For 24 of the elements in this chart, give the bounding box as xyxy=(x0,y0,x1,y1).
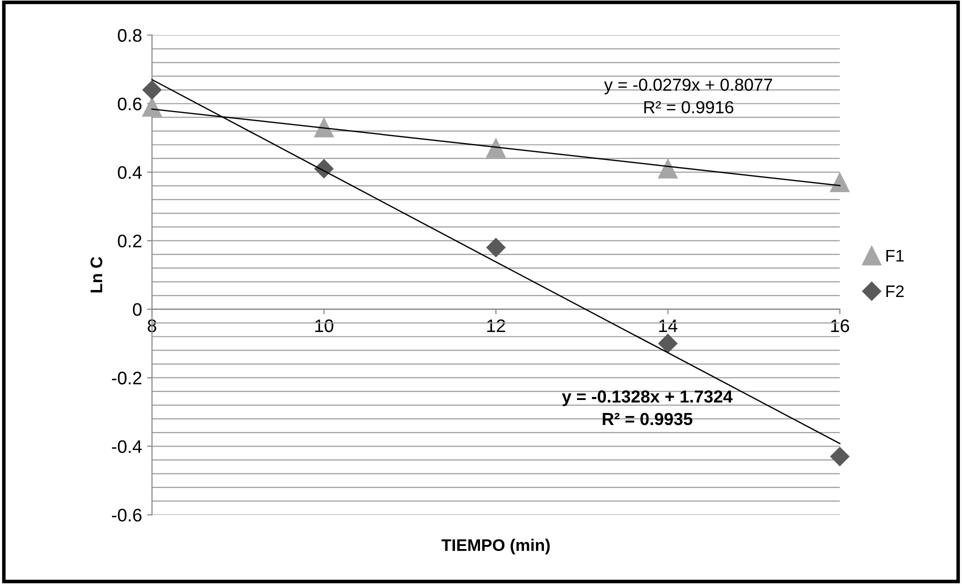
point xyxy=(486,238,506,258)
annotation: y = -0.0279x + 0.8077 R² = 0.9916 xyxy=(604,78,772,114)
point xyxy=(830,172,850,192)
point xyxy=(314,118,334,138)
x-axis-title: TIEMPO (min) xyxy=(441,538,550,554)
y-tick-label: 0.4 xyxy=(118,166,142,179)
point xyxy=(658,334,678,354)
y-tick-label: -0.2 xyxy=(112,372,142,384)
y-tick-label: -0.6 xyxy=(112,508,142,522)
point xyxy=(142,97,162,117)
point xyxy=(830,447,850,466)
point xyxy=(658,159,678,178)
point xyxy=(142,80,162,100)
x-tick-label: 16 xyxy=(831,319,850,332)
legend-label: F2 xyxy=(886,285,904,298)
annotation: y = -0.1328x + 1.7324 R² = 0.9935 xyxy=(562,390,733,426)
y-tick-label: 0.2 xyxy=(118,234,142,248)
y-tick-label: 0 xyxy=(132,303,142,316)
legend-label: F1 xyxy=(886,250,904,262)
y-tick-label: -0.4 xyxy=(112,440,142,453)
y-tick-label: 0.8 xyxy=(118,29,142,42)
y-axis-title: Ln C xyxy=(90,256,102,292)
y-tick-label: 0.6 xyxy=(118,98,142,110)
point xyxy=(486,138,506,158)
